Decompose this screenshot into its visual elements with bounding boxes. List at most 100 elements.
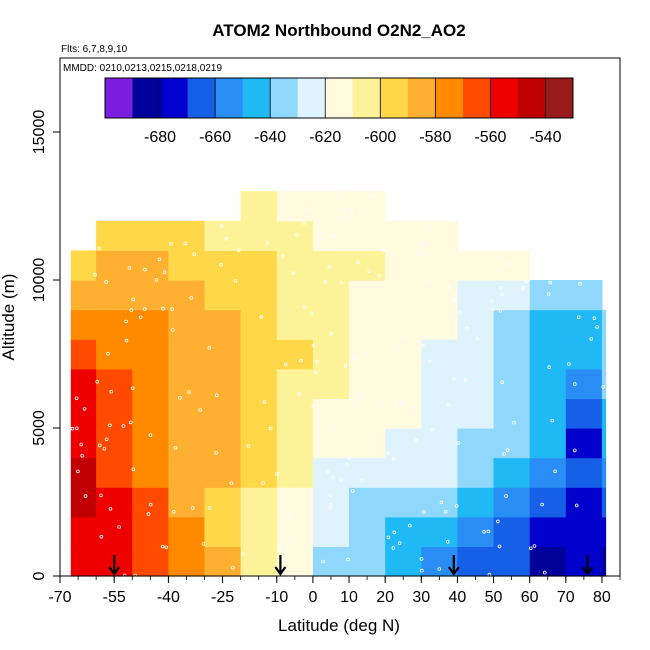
sample-point: [498, 308, 503, 313]
sample-point: [500, 380, 505, 385]
sample-point: [542, 570, 547, 575]
sample-point: [351, 399, 356, 404]
sample-point: [337, 191, 342, 196]
heatmap-cell: [240, 280, 278, 311]
colorbar-tick-label: -560: [474, 129, 506, 146]
sample-point: [98, 443, 102, 448]
y-axis-label: Altitude (m): [0, 274, 18, 361]
sample-point: [79, 442, 83, 447]
heatmap-cell: [96, 220, 133, 251]
sample-point: [391, 457, 396, 461]
heatmap-cell: [349, 339, 386, 370]
heatmap-cell: [493, 280, 531, 311]
heatmap-cell: [70, 457, 97, 488]
sample-point: [302, 221, 306, 225]
colorbar-swatch: [435, 78, 464, 118]
heatmap-cell: [312, 457, 350, 488]
sample-point: [313, 370, 318, 375]
heatmap-cell: [312, 546, 350, 577]
colorbar-tick-label: -540: [529, 129, 561, 146]
heatmap-cell: [565, 368, 603, 399]
sample-point: [130, 386, 135, 391]
colorbar-swatch: [517, 78, 546, 118]
sample-point: [500, 292, 504, 297]
sample-point: [463, 377, 468, 382]
sample-point: [343, 363, 348, 368]
heatmap-cell: [529, 309, 567, 340]
heatmap-cell: [240, 191, 278, 222]
sample-point: [76, 469, 80, 474]
heatmap-cell: [421, 516, 458, 547]
heatmap-cell: [276, 368, 314, 399]
x-tick-label: 50: [485, 589, 503, 606]
heatmap-cell: [240, 398, 278, 429]
heatmap-cell: [276, 250, 314, 281]
heatmap-cell: [96, 398, 133, 429]
sample-point: [170, 328, 175, 332]
x-tick-label: 80: [593, 589, 611, 606]
heatmap-cell: [385, 339, 422, 370]
sample-point: [346, 557, 350, 562]
colorbar-swatch: [325, 78, 354, 118]
sample-point: [102, 446, 107, 451]
y-tick-label: 0: [31, 571, 48, 580]
sample-point: [486, 529, 491, 534]
sample-point: [572, 382, 577, 386]
sample-point: [121, 424, 126, 428]
colorbar-tick-label: -660: [199, 129, 231, 146]
sample-point: [524, 279, 529, 284]
sample-point: [520, 287, 525, 291]
sample-point: [283, 362, 288, 367]
dates-subtitle: MMDD: 0210,0213,0215,0218,0219: [63, 63, 222, 74]
heatmap-cell: [168, 398, 206, 429]
sample-point: [289, 514, 293, 518]
heatmap-cell: [529, 516, 567, 547]
sample-point: [309, 311, 314, 316]
heatmap-cell: [601, 339, 607, 370]
x-tick-label: -25: [211, 589, 234, 606]
sample-point: [592, 316, 597, 321]
sample-point: [237, 248, 241, 253]
heatmap-cell: [240, 457, 278, 488]
sample-point: [154, 278, 159, 282]
heatmap-cell: [168, 368, 206, 399]
sample-point: [233, 279, 238, 283]
sample-point: [311, 343, 316, 348]
sample-point: [95, 379, 99, 384]
heatmap-cell: [70, 309, 97, 340]
heatmap-cell: [565, 398, 603, 429]
sample-point: [268, 426, 273, 431]
sample-point: [350, 489, 355, 493]
sample-point: [421, 510, 426, 514]
heatmap-cell: [204, 546, 242, 577]
heatmap-cell: [565, 428, 603, 459]
heatmap-cell: [493, 250, 531, 281]
sample-point: [595, 325, 599, 329]
sample-point: [572, 448, 577, 453]
x-tick-label: -10: [265, 589, 288, 606]
heatmap-cell: [132, 487, 169, 518]
turn-arrow: [581, 555, 594, 576]
sample-point: [299, 358, 303, 363]
sample-point: [246, 444, 251, 448]
chart-title: ATOM2 Northbound O2N2_AO2: [212, 21, 465, 40]
heatmap-cell: [204, 398, 242, 429]
sample-point: [80, 453, 84, 458]
colorbar-tick-label: -680: [144, 129, 176, 146]
heatmap-cell: [601, 487, 607, 518]
sample-point: [410, 406, 415, 411]
heatmap-cell: [132, 428, 169, 459]
sample-point: [187, 390, 191, 394]
heatmap-cell: [70, 546, 97, 577]
heatmap-cell: [276, 309, 314, 340]
heatmap-cell: [240, 516, 278, 547]
heatmap-cell: [276, 280, 314, 311]
heatmap-cell: [529, 339, 567, 370]
heatmap-cell: [204, 309, 242, 340]
sample-point: [131, 467, 136, 472]
heatmap-cell: [421, 220, 458, 251]
sample-point: [143, 267, 147, 272]
heatmap-cell: [312, 220, 350, 251]
sample-point: [457, 311, 462, 315]
sample-point: [104, 437, 109, 442]
